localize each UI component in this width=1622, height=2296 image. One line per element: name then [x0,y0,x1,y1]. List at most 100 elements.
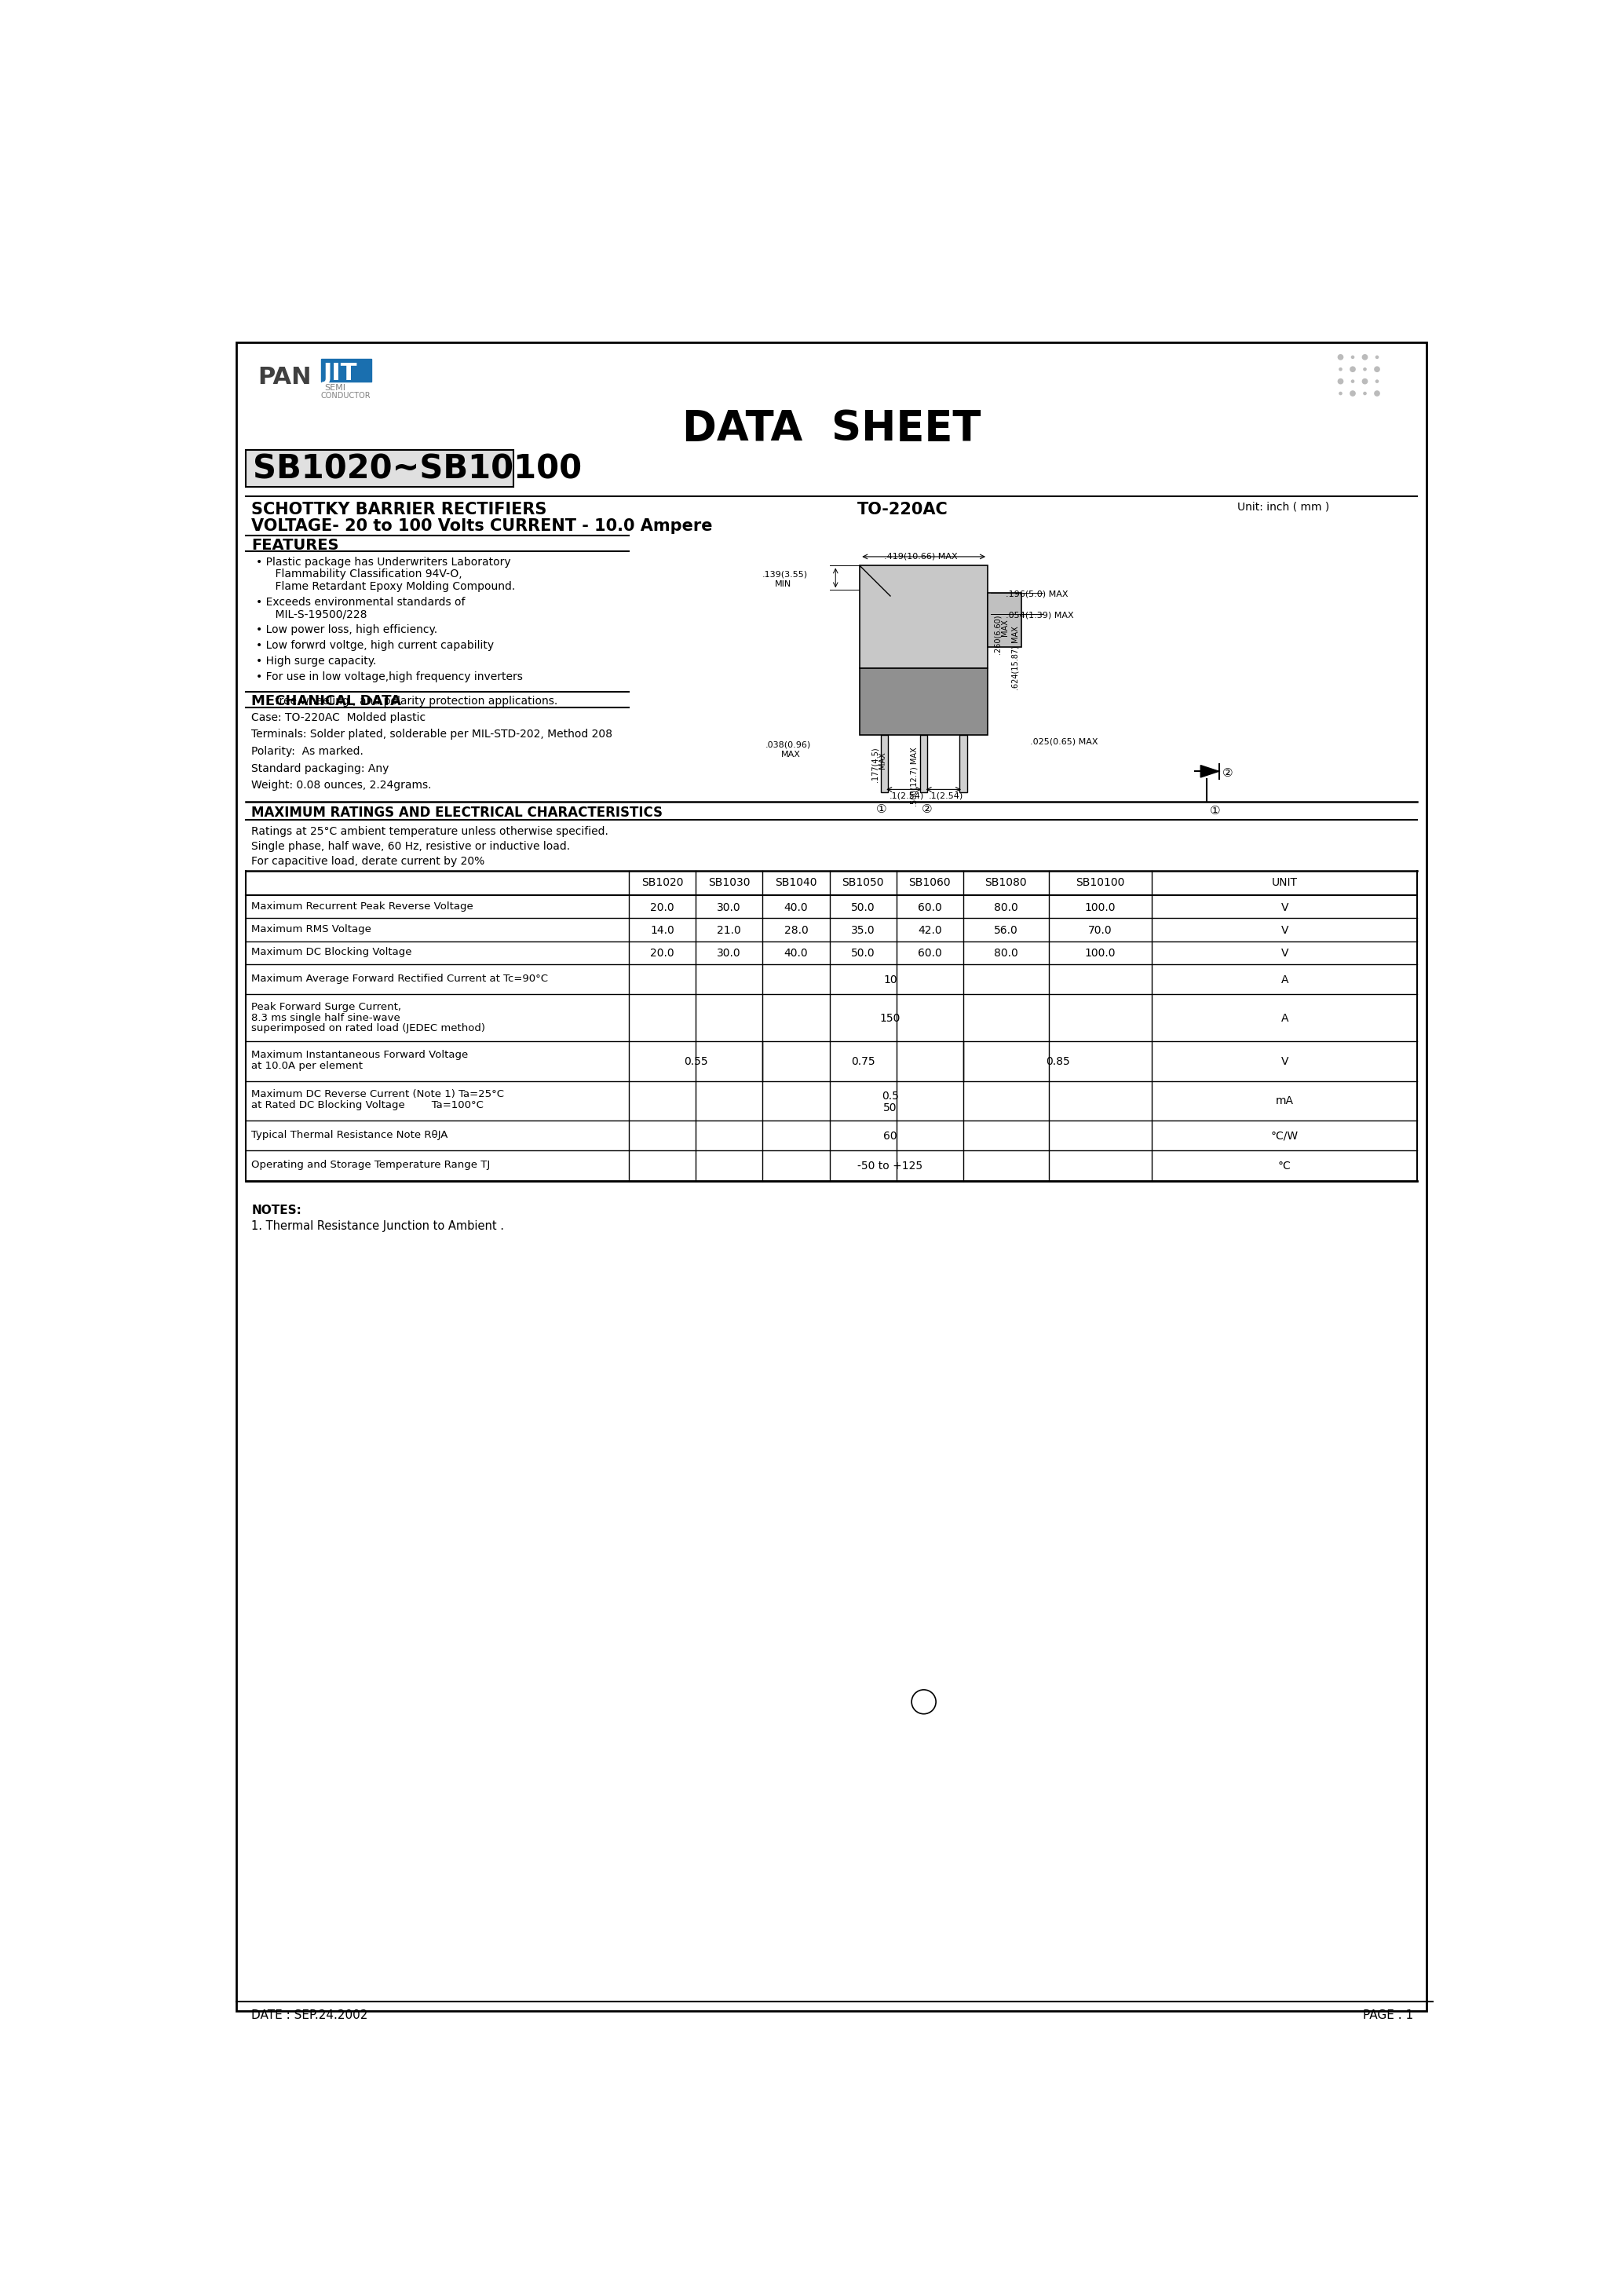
Text: NOTES:: NOTES: [251,1205,302,1217]
Text: .054(1.39) MAX: .054(1.39) MAX [1006,611,1074,620]
Text: MECHANICAL DATA: MECHANICAL DATA [251,693,401,709]
Circle shape [1338,379,1343,383]
Text: 60.0: 60.0 [918,902,942,914]
Text: Ratings at 25°C ambient temperature unless otherwise specified.: Ratings at 25°C ambient temperature unle… [251,827,608,836]
Text: Single phase, half wave, 60 Hz, resistive or inductive load.: Single phase, half wave, 60 Hz, resistiv… [251,840,571,852]
Text: °C: °C [1278,1162,1291,1171]
Bar [881,735,887,792]
Text: .139(3.55): .139(3.55) [762,572,808,579]
Text: 35.0: 35.0 [852,925,874,937]
Circle shape [1351,356,1354,358]
Text: 1. Thermal Resistance Junction to Ambient .: 1. Thermal Resistance Junction to Ambien… [251,1221,504,1233]
Text: 40.0: 40.0 [783,948,808,960]
Text: Operating and Storage Temperature Range TJ: Operating and Storage Temperature Range … [251,1159,490,1171]
Text: SB1040: SB1040 [775,877,817,889]
Text: 0.75: 0.75 [852,1056,874,1068]
Text: 50: 50 [884,1102,897,1114]
Circle shape [912,1690,936,1713]
Circle shape [1338,393,1343,395]
Text: Terminals: Solder plated, solderable per MIL-STD-202, Method 208: Terminals: Solder plated, solderable per… [251,730,613,739]
Circle shape [1374,390,1380,397]
Text: UNIT: UNIT [1272,877,1298,889]
Text: 80.0: 80.0 [994,902,1019,914]
Text: 20.0: 20.0 [650,902,675,914]
Text: 70.0: 70.0 [1088,925,1113,937]
Text: superimposed on rated load (JEDEC method): superimposed on rated load (JEDEC method… [251,1024,485,1033]
Circle shape [1362,379,1367,383]
Text: 100.0: 100.0 [1085,948,1116,960]
Text: ②: ② [921,804,933,815]
Text: Polarity:  As marked.: Polarity: As marked. [251,746,363,758]
Text: SB1020~SB10100: SB1020~SB10100 [253,452,582,487]
Text: SB10100: SB10100 [1075,877,1124,889]
Text: 50.0: 50.0 [852,902,874,914]
Text: • Low power loss, high efficiency.: • Low power loss, high efficiency. [256,625,438,636]
Text: • Low forwrd voltge, high current capability: • Low forwrd voltge, high current capabi… [256,641,495,652]
Text: V: V [1281,948,1288,960]
Text: • Exceeds environmental standards of: • Exceeds environmental standards of [256,597,466,608]
Bar [960,735,967,792]
Text: 0.55: 0.55 [683,1056,707,1068]
Text: SB1060: SB1060 [908,877,950,889]
Text: PAGE . 1: PAGE . 1 [1362,2009,1413,2020]
Text: ①: ① [1210,804,1220,817]
Text: 42.0: 42.0 [918,925,942,937]
Text: at Rated DC Blocking Voltage        Ta=100°C: at Rated DC Blocking Voltage Ta=100°C [251,1100,483,1111]
Text: TO-220AC: TO-220AC [856,501,947,517]
Text: V: V [1281,1056,1288,1068]
Text: °C/W: °C/W [1270,1130,1298,1141]
Text: SEMI: SEMI [324,383,345,393]
Text: Maximum DC Reverse Current (Note 1) Ta=25°C: Maximum DC Reverse Current (Note 1) Ta=2… [251,1088,504,1100]
Text: .419(10.66) MAX: .419(10.66) MAX [884,553,957,560]
Bar [245,450,513,487]
Text: 80.0: 80.0 [994,948,1019,960]
Text: 40.0: 40.0 [783,902,808,914]
Text: free wheeling , and polarity protection applications.: free wheeling , and polarity protection … [261,696,558,707]
Text: 28.0: 28.0 [783,925,808,937]
Text: DATE : SEP.24.2002: DATE : SEP.24.2002 [251,2009,368,2020]
Text: SB1050: SB1050 [842,877,884,889]
Text: DATA  SHEET: DATA SHEET [681,409,981,450]
Text: 10: 10 [884,974,897,985]
Text: Weight: 0.08 ounces, 2.24grams.: Weight: 0.08 ounces, 2.24grams. [251,781,431,790]
Text: Case: TO-220AC  Molded plastic: Case: TO-220AC Molded plastic [251,712,427,723]
Text: Maximum Average Forward Rectified Current at Tc=90°C: Maximum Average Forward Rectified Curren… [251,974,548,985]
Text: .1(2.54): .1(2.54) [889,792,925,799]
Text: V: V [1281,925,1288,937]
Text: at 10.0A per element: at 10.0A per element [251,1061,363,1072]
Text: SB1020: SB1020 [641,877,683,889]
Text: .025(0.65) MAX: .025(0.65) MAX [1030,737,1098,746]
Text: -50 to +125: -50 to +125 [858,1162,923,1171]
Circle shape [1351,379,1354,383]
Text: 0.5: 0.5 [882,1091,899,1102]
Text: 30.0: 30.0 [717,948,741,960]
Circle shape [1338,354,1343,360]
Text: 150: 150 [881,1013,900,1024]
Text: 56.0: 56.0 [994,925,1019,937]
Text: PAN: PAN [258,367,311,388]
Text: MAX: MAX [878,753,886,769]
Text: For capacitive load, derate current by 20%: For capacitive load, derate current by 2… [251,856,485,868]
Text: A: A [1281,974,1288,985]
Circle shape [1362,367,1367,372]
Circle shape [1374,367,1380,372]
Text: SB1030: SB1030 [709,877,749,889]
Text: 30.0: 30.0 [717,902,741,914]
Text: .177(4.5): .177(4.5) [871,746,879,783]
Circle shape [1362,393,1367,395]
Text: • Plastic package has Underwriters Laboratory: • Plastic package has Underwriters Labor… [256,556,511,567]
Text: CONDUCTOR: CONDUCTOR [321,393,371,400]
Text: V: V [1281,902,1288,914]
Text: MAXIMUM RATINGS AND ELECTRICAL CHARACTERISTICS: MAXIMUM RATINGS AND ELECTRICAL CHARACTER… [251,806,663,820]
Text: Maximum Recurrent Peak Reverse Voltage: Maximum Recurrent Peak Reverse Voltage [251,902,474,912]
Text: 21.0: 21.0 [717,925,741,937]
Text: Maximum RMS Voltage: Maximum RMS Voltage [251,925,371,934]
Bar [988,592,1022,647]
Text: 50.0: 50.0 [852,948,874,960]
Text: 60.0: 60.0 [918,948,942,960]
Bar [321,358,371,381]
Text: • For use in low voltage,high frequency inverters: • For use in low voltage,high frequency … [256,670,524,682]
Circle shape [1338,367,1343,372]
Text: .500(12.7) MAX: .500(12.7) MAX [910,746,918,806]
Circle shape [1362,354,1367,360]
